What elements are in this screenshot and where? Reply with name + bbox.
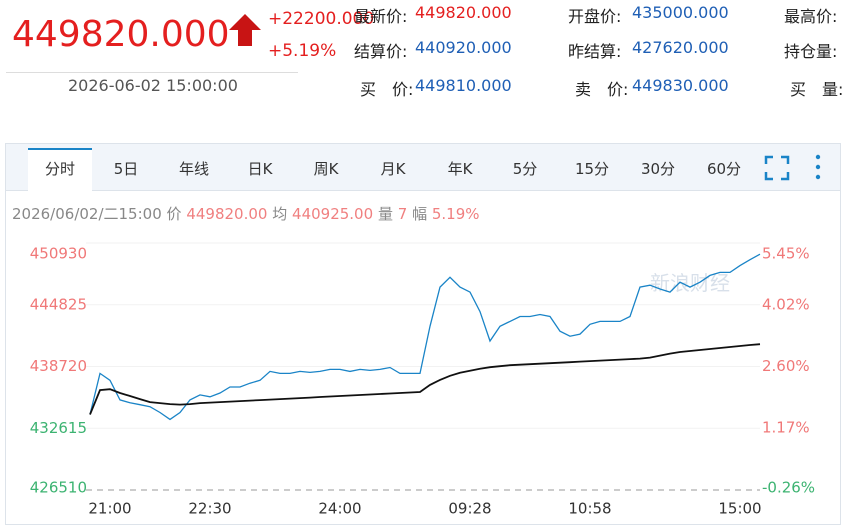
info-label: 幅 [412,205,428,223]
y2-tick-label: 2.60% [762,357,810,375]
field-value: 427620.000 [632,38,729,57]
info-value: 7 [397,205,408,223]
y2-tick-label: 5.45% [762,245,810,263]
x-tick-label: 21:00 [88,500,131,518]
menu-icon[interactable] [812,153,824,181]
field-label: 持仓量: [784,42,838,61]
y2-tick-label: 1.17% [762,419,810,437]
info-line: 2026/06/02/二15:00 价 449820.00 均 440925.0… [12,203,480,224]
x-tick-label: 22:30 [188,500,231,518]
y2-tick-label: 4.02% [762,295,810,313]
field-label: 最高价: [784,7,838,26]
tab[interactable]: 分时 [28,148,92,192]
watermark: 新浪财经 [650,271,730,295]
info-label: 均 [272,205,288,223]
tab[interactable]: 5日 [113,160,139,178]
tab[interactable]: 15分 [574,160,610,178]
x-tick-label: 09:28 [448,500,491,518]
field-value: 449810.000 [415,76,512,95]
tab[interactable]: 60分 [706,160,742,178]
x-tick-label: 24:00 [318,500,361,518]
info-value: 449820.00 [186,205,268,223]
field-value: 440920.000 [415,38,512,57]
x-tick-label: 15:00 [718,500,761,518]
tab[interactable]: 年K [447,160,473,178]
quote-time: 2026-06-02 15:00:00 [68,76,238,95]
tab[interactable]: 周K [313,160,339,178]
last-price: 449820.000 [12,14,230,55]
up-arrow [229,14,261,46]
field-label: 结算价: [354,42,408,61]
field-label: 买 量: [790,80,844,99]
info-value: 440925.00 [292,205,374,223]
price-line [89,343,761,415]
field-value: 435000.000 [632,3,729,22]
field-label: 开盘价: [568,7,622,26]
change: +22200.000 [268,9,375,29]
y-tick-label: 450930 [30,245,87,263]
y-tick-label: 432615 [30,419,87,437]
tab[interactable]: 年线 [178,160,209,178]
info-label: 量 [377,205,393,223]
tab[interactable]: 30分 [640,160,676,178]
field-label: 最新价: [354,7,408,26]
info-label: 价 [166,205,182,223]
info-value: 5.19% [431,205,480,223]
divider [6,72,298,73]
fullscreen-icon[interactable] [764,155,790,181]
field-label: 买 价: [360,80,414,99]
change-pct: +5.19% [268,41,337,61]
field-label: 昨结算: [568,42,622,61]
tab[interactable]: 5分 [512,160,538,178]
tab-bar [6,144,840,191]
y-tick-label: 426510 [30,479,87,497]
info-time: 2026/06/02/二15:00 [12,205,162,223]
tab[interactable]: 日K [247,160,273,178]
price-line [89,253,761,421]
y-tick-label: 444825 [30,295,87,313]
x-tick-label: 10:58 [568,500,611,518]
y-tick-label: 438720 [30,357,87,375]
tab[interactable]: 月K [380,160,406,178]
field-value: 449820.000 [415,3,512,22]
field-value: 449830.000 [632,76,729,95]
y2-tick-label: -0.26% [762,479,815,497]
field-label: 卖 价: [575,80,629,99]
